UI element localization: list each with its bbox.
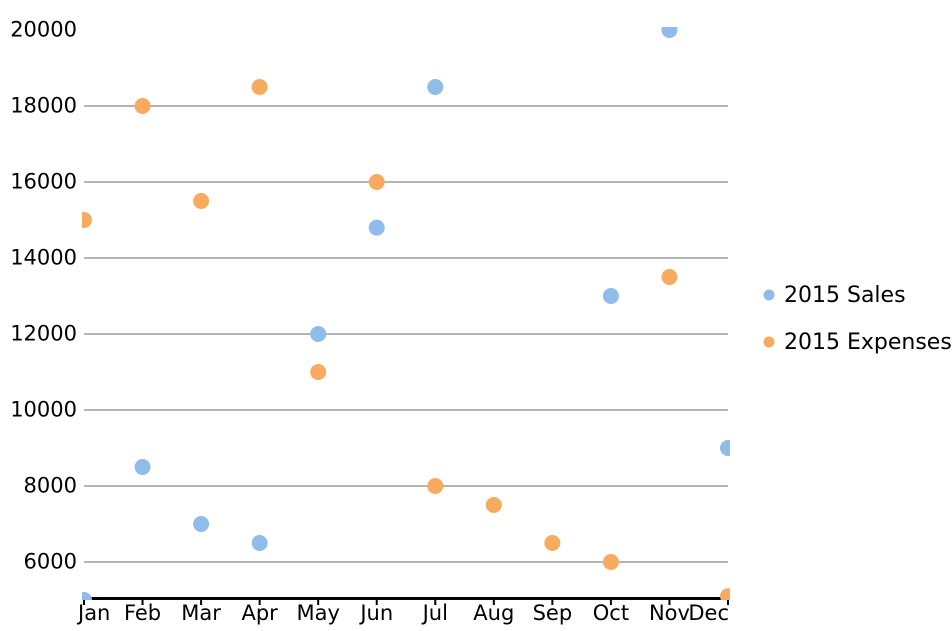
y-axis-label-18000: 18000 [10, 94, 77, 118]
point-sales-jul[interactable] [427, 79, 444, 95]
x-axis-label-dec: Dec [688, 601, 729, 625]
point-expenses-apr[interactable] [251, 79, 268, 95]
point-expenses-sep[interactable] [544, 535, 561, 551]
series-sales [76, 22, 736, 608]
point-expenses-jan[interactable] [76, 212, 92, 228]
point-expenses-oct[interactable] [602, 554, 619, 570]
point-sales-mar[interactable] [193, 516, 210, 532]
x-axis-label-sep: Sep [533, 601, 573, 625]
y-axis-label-10000: 10000 [10, 398, 77, 422]
point-expenses-dec[interactable] [720, 588, 736, 604]
y-axis-label-6000: 6000 [24, 550, 77, 574]
x-axis-label-nov: Nov [649, 601, 690, 625]
point-sales-jun[interactable] [368, 219, 385, 236]
point-expenses-jul[interactable] [427, 478, 444, 494]
y-axis-label-12000: 12000 [10, 322, 77, 346]
x-axis-label-oct: Oct [593, 601, 629, 625]
legend-marker-expenses-icon [763, 336, 775, 348]
legend: 2015 Sales 2015 Expenses [763, 283, 952, 355]
point-sales-jan[interactable] [76, 592, 92, 608]
y-axis-label-16000: 16000 [10, 170, 77, 194]
point-expenses-feb[interactable] [134, 98, 151, 114]
legend-label-expenses[interactable]: 2015 Expenses [784, 330, 952, 355]
series-expenses [76, 79, 736, 604]
x-axis-label-apr: Apr [241, 601, 278, 625]
y-axis-label-14000: 14000 [10, 246, 77, 270]
point-expenses-mar[interactable] [193, 193, 210, 209]
x-axis-label-jul: Jul [421, 601, 448, 625]
point-expenses-may[interactable] [310, 364, 327, 380]
legend-marker-sales-icon [763, 289, 775, 301]
point-sales-may[interactable] [310, 326, 327, 342]
legend-label-sales[interactable]: 2015 Sales [784, 283, 906, 308]
point-expenses-aug[interactable] [485, 497, 502, 513]
point-expenses-nov[interactable] [661, 269, 678, 285]
point-sales-apr[interactable] [251, 535, 268, 551]
x-axis-label-jun: Jun [358, 601, 393, 625]
point-sales-dec[interactable] [720, 440, 736, 456]
point-sales-feb[interactable] [134, 459, 151, 475]
x-axis-label-mar: Mar [181, 601, 221, 625]
x-axis-label-aug: Aug [473, 601, 514, 625]
x-axis-label-may: May [296, 601, 339, 625]
point-expenses-jun[interactable] [368, 174, 385, 190]
point-sales-oct[interactable] [602, 288, 619, 304]
point-sales-nov[interactable] [661, 22, 678, 38]
y-axis-label-20000: 20000 [10, 18, 77, 42]
x-axis-label-feb: Feb [124, 601, 161, 625]
x-axis-label-jan: Jan [76, 601, 110, 625]
y-axis-label-8000: 8000 [24, 474, 77, 498]
